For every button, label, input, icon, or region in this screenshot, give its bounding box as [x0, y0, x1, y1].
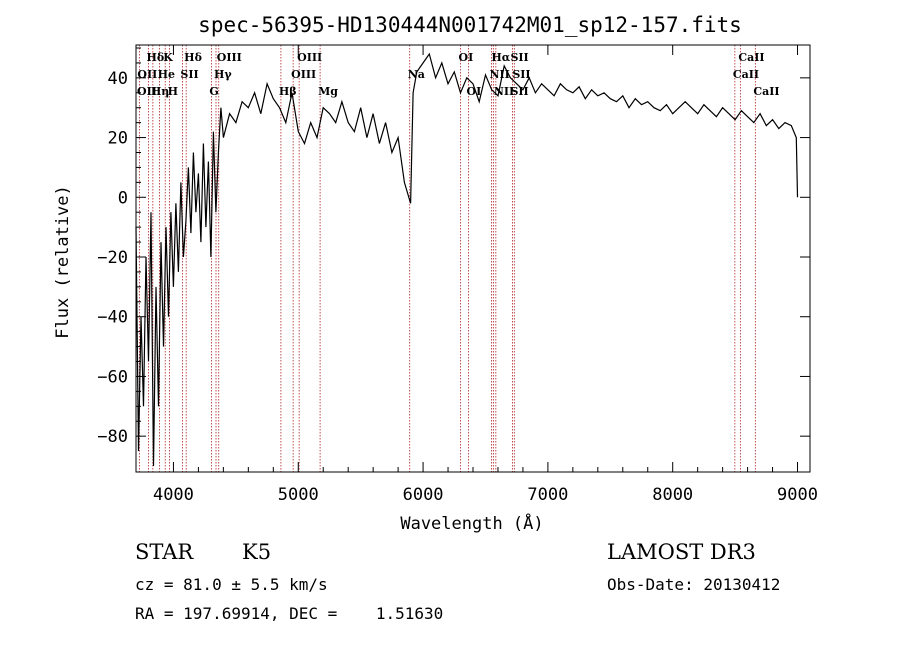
y-tick-label: 40	[108, 69, 128, 89]
x-tick-label: 5000	[278, 485, 319, 505]
x-tick-label: 8000	[652, 485, 693, 505]
x-tick-label: 4000	[153, 485, 194, 505]
line-label: OI	[459, 51, 474, 64]
survey-name: LAMOST DR3	[607, 540, 756, 564]
y-tick-label: −20	[97, 248, 128, 268]
line-label: OII	[137, 68, 157, 81]
coordinates: RA = 197.69914, DEC = 1.51630	[135, 604, 443, 623]
y-axis-ticks: −80 −60 −40 −20 0 20 40	[97, 47, 810, 447]
line-label: He	[158, 68, 175, 81]
line-label: K	[163, 51, 173, 64]
line-label: CaII	[753, 85, 779, 98]
subclass: K5	[242, 540, 271, 564]
x-tick-label: 7000	[527, 485, 568, 505]
line-label: Hα	[491, 51, 510, 64]
spectrum-line	[135, 52, 799, 467]
y-axis-label: Flux (relative)	[53, 185, 73, 339]
line-label: Mg	[318, 85, 338, 98]
line-label: SII	[180, 68, 198, 81]
x-axis-ticks: 4000 5000 6000 7000 8000 9000	[153, 45, 818, 505]
line-label: CaII	[733, 68, 759, 81]
line-label: G	[209, 85, 218, 98]
line-label: NII	[494, 85, 514, 98]
line-label: SII	[510, 51, 528, 64]
line-label: OII	[137, 85, 157, 98]
x-tick-label: 6000	[403, 485, 444, 505]
line-label: Hγ	[214, 68, 232, 81]
x-axis-label: Wavelength (Å)	[400, 512, 543, 534]
line-label: SII	[512, 68, 530, 81]
y-tick-label: −80	[97, 427, 128, 447]
line-label: OIII	[217, 51, 242, 64]
line-label: OIII	[297, 51, 322, 64]
line-label: Hδ	[184, 51, 202, 64]
y-tick-label: −40	[97, 308, 128, 328]
y-tick-label: 20	[108, 129, 128, 149]
object-class: STAR	[135, 540, 194, 564]
line-label: OIII	[291, 68, 316, 81]
line-label: NII	[489, 68, 509, 81]
line-label: Hδ	[146, 51, 164, 64]
line-label: CaII	[738, 51, 764, 64]
line-label: Hβ	[279, 85, 297, 98]
line-label: Hη	[151, 85, 169, 98]
line-label: OI	[467, 85, 482, 98]
chart-title: spec-56395-HD130444N001742M01_sp12-157.f…	[198, 13, 742, 37]
redshift-velocity: cz = 81.0 ± 5.5 km/s	[135, 575, 328, 594]
x-tick-label: 9000	[777, 485, 818, 505]
y-tick-label: −60	[97, 367, 128, 387]
line-label: H	[168, 85, 178, 98]
y-tick-label: 0	[118, 188, 128, 208]
observation-date: Obs-Date: 20130412	[607, 575, 780, 594]
